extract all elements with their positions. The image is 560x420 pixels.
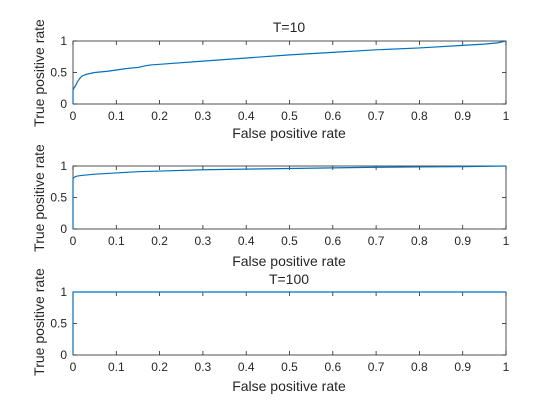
subplot-1-roc-curve (72, 40, 507, 104)
x-tick-label: 1 (503, 234, 510, 248)
subplot-2-ylabel: True positive rate (31, 144, 47, 252)
subplot-3: T=100 False positive rate True positive … (31, 268, 510, 394)
subplot-2-xlabel: False positive rate (232, 253, 346, 269)
x-tick-label: 0.8 (411, 360, 428, 374)
x-tick-label: 0.6 (324, 234, 341, 248)
x-tick-label: 0.9 (454, 234, 471, 248)
subplot-3-ylabel: True positive rate (31, 268, 47, 376)
x-tick-label: 0.4 (238, 360, 255, 374)
x-tick-label: 0.7 (368, 360, 385, 374)
x-tick-label: 0.3 (195, 234, 212, 248)
x-tick-label: 0.1 (108, 360, 125, 374)
x-tick-label: 0.7 (368, 109, 385, 123)
x-tick-label: 0 (70, 109, 77, 123)
x-tick-label: 0.8 (411, 109, 428, 123)
x-tick-label: 0.2 (151, 109, 168, 123)
x-tick-label: 1 (503, 109, 510, 123)
x-tick-label: 0.8 (411, 234, 428, 248)
x-tick-label: 0 (70, 234, 77, 248)
subplot-2: False positive rate True positive rate 0… (31, 144, 510, 269)
x-tick-label: 0.3 (195, 360, 212, 374)
x-tick-label: 0.1 (108, 109, 125, 123)
subplot-1-ylabel: True positive rate (31, 19, 47, 127)
x-tick-label: 0.5 (281, 109, 298, 123)
subplot-1-xlabel: False positive rate (232, 125, 346, 141)
y-tick-label: 1 (60, 34, 67, 48)
y-tick-label: 1 (60, 159, 67, 173)
y-tick-label: 0 (60, 222, 67, 236)
x-tick-label: 0 (70, 360, 77, 374)
x-tick-label: 0.9 (454, 109, 471, 123)
x-tick-label: 0.9 (454, 360, 471, 374)
subplot-2-roc-curve (72, 165, 507, 229)
y-tick-label: 0.5 (50, 191, 67, 205)
x-tick-label: 0.7 (368, 234, 385, 248)
x-tick-label: 0.1 (108, 234, 125, 248)
subplot-3-title: T=100 (269, 271, 309, 287)
x-tick-label: 1 (503, 360, 510, 374)
y-tick-label: 1 (60, 285, 67, 299)
x-tick-label: 0.6 (324, 109, 341, 123)
x-tick-label: 0.5 (281, 234, 298, 248)
x-tick-label: 0.6 (324, 360, 341, 374)
y-tick-label: 0.5 (50, 317, 67, 331)
subplot-3-xlabel: False positive rate (232, 378, 346, 394)
x-tick-label: 0.2 (151, 360, 168, 374)
x-tick-label: 0.3 (195, 109, 212, 123)
x-tick-label: 0.2 (151, 234, 168, 248)
y-tick-label: 0 (60, 348, 67, 362)
subplot-3-roc-curve (72, 291, 506, 355)
y-tick-label: 0 (60, 97, 67, 111)
y-tick-label: 0.5 (50, 66, 67, 80)
x-tick-label: 0.4 (238, 109, 255, 123)
subplot-1: T=10 False positive rate True positive r… (31, 19, 510, 141)
x-tick-label: 0.4 (238, 234, 255, 248)
subplot-1-title: T=10 (273, 19, 306, 35)
x-tick-label: 0.5 (281, 360, 298, 374)
